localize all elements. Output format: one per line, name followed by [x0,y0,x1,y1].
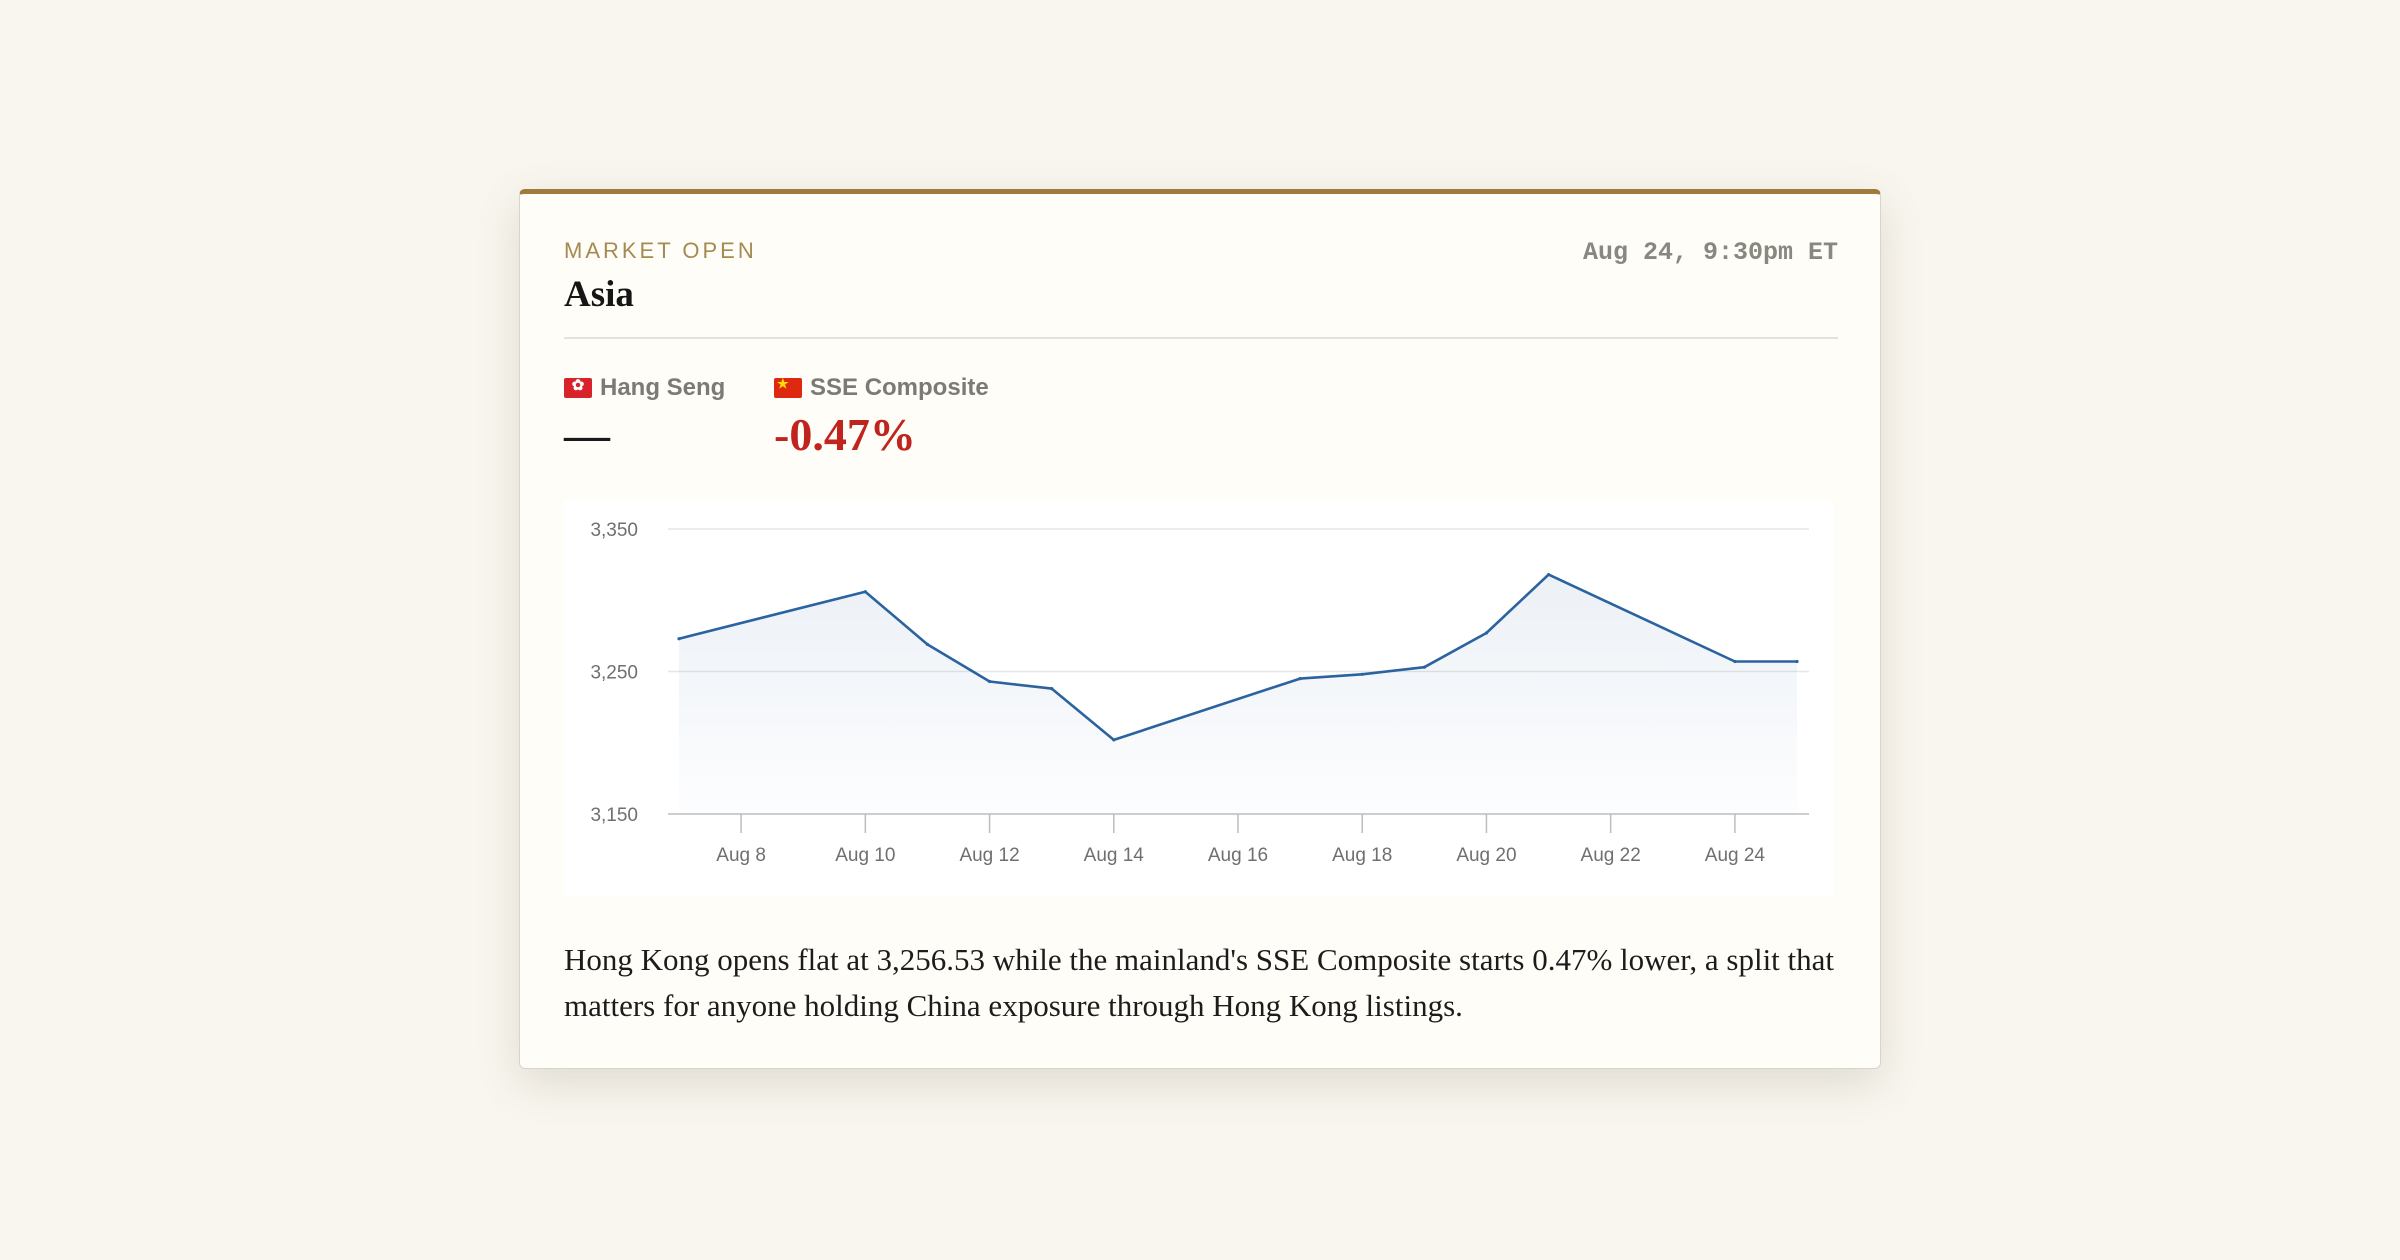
market-status-label: MARKET OPEN [564,238,757,263]
x-tick-label: Aug 10 [835,845,895,866]
data-point [1050,687,1054,691]
data-point [1112,738,1116,742]
market-card: MARKET OPEN Asia Aug 24, 9:30pm ET Hang … [519,189,1881,1069]
line-chart[interactable]: 3,150 3,250 3,350 Aug 8 Aug 10 Aug 12 Aug 14 Au… [564,501,1834,896]
x-tick-label: Aug 20 [1456,845,1516,866]
data-point [1360,672,1364,676]
x-tick-label: Aug 24 [1705,845,1766,866]
card-header: MARKET OPEN Asia Aug 24, 9:30pm ET [564,194,1838,339]
data-point [1298,677,1302,681]
index-name: SSE Composite [810,374,989,401]
market-summary: Hong Kong opens flat at 3,256.53 while t… [564,942,1835,1023]
y-tick-label: 3,350 [590,520,638,541]
y-tick-label: 3,150 [590,805,638,826]
x-tick-label: Aug 12 [959,845,1019,866]
x-tick-label: Aug 16 [1208,845,1268,866]
data-point [863,590,867,594]
index-name: Hang Seng [600,374,726,401]
region-title: Asia [564,274,634,315]
index-sse-composite[interactable]: SSE Composite -0.47% [774,374,989,458]
data-point [1422,665,1426,669]
china-flag-icon [774,376,802,398]
y-tick-label: 3,250 [590,663,638,684]
data-point [1733,659,1737,664]
data-point [925,642,929,646]
x-tick-label: Aug 22 [1581,845,1641,866]
timestamp: Aug 24, 9:30pm ET [1582,238,1838,267]
index-hang-seng[interactable]: Hang Seng — [564,374,725,458]
x-tick-label: Aug 8 [716,845,766,866]
data-point [988,679,992,684]
data-point [677,637,681,641]
index-change: -0.47% [774,409,916,460]
x-tick-label: Aug 14 [1084,845,1145,866]
data-point [1795,659,1799,664]
data-point [1547,573,1551,577]
x-tick-label: Aug 18 [1332,845,1392,866]
index-change: — [564,409,610,460]
data-point [1484,631,1488,635]
hong-kong-flag-icon [564,376,592,398]
series-area [679,574,1797,814]
